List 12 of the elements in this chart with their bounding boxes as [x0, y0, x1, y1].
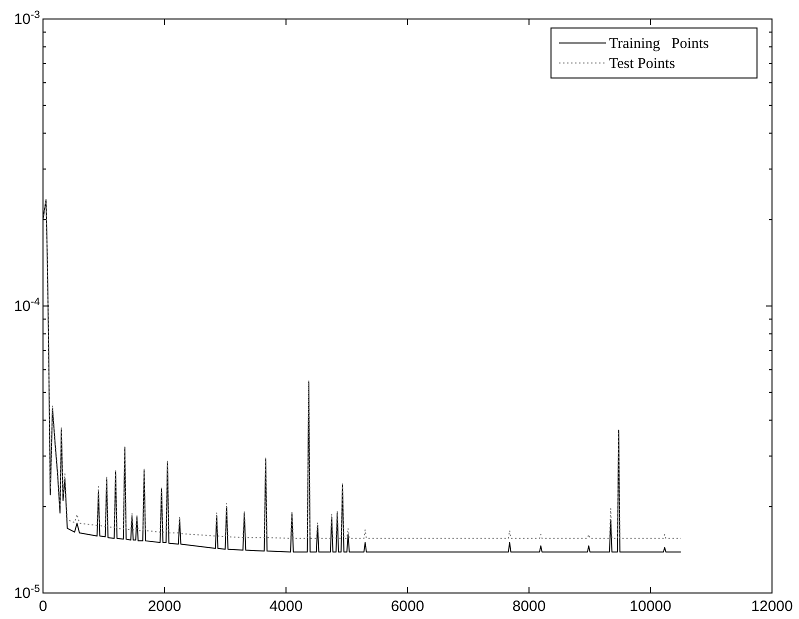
- x-tick-label: 6000: [390, 598, 424, 615]
- y-tick-label: 10$^{-4}$: [14, 296, 40, 315]
- x-tick-label: 2000: [148, 598, 182, 615]
- legend-label: Test Points: [609, 56, 676, 72]
- x-tick-label: 8000: [512, 598, 546, 615]
- x-tick-label: 4000: [269, 598, 303, 615]
- legend-label: Training Points: [609, 36, 710, 52]
- x-tick-label: 12000: [751, 598, 793, 615]
- y-tick-label: 10$^{-3}$: [14, 9, 40, 28]
- x-tick-label: 0: [38, 598, 48, 615]
- y-tick-label: 10$^{-5}$: [14, 583, 40, 602]
- x-tick-label: 10000: [630, 598, 672, 615]
